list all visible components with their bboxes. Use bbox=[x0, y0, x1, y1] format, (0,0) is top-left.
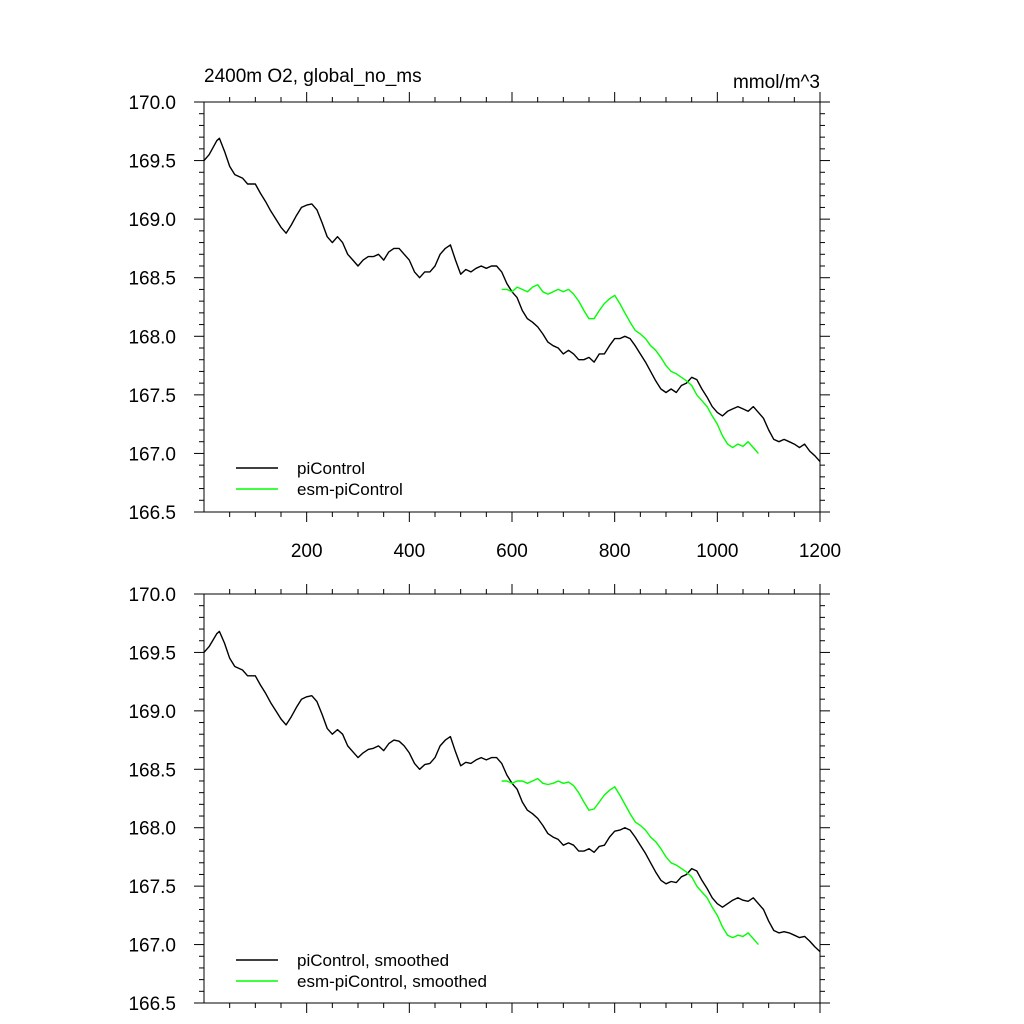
y-tick-label: 168.5 bbox=[128, 269, 176, 290]
x-tick-label: 1200 bbox=[799, 541, 841, 562]
bottom-panel: 166.5 167.0 167.5 168.0 168.5 169.0 169.5 170.0… bbox=[128, 584, 830, 1015]
plot-frame bbox=[203, 101, 821, 513]
y-tick-label: 169.0 bbox=[128, 210, 176, 231]
series-line-picontrol bbox=[203, 137, 821, 463]
y-tick-label: 167.5 bbox=[128, 877, 176, 898]
y-tick-label: 167.5 bbox=[128, 386, 176, 407]
y-tick-label: 169.5 bbox=[128, 152, 176, 173]
y-tick-label: 166.5 bbox=[128, 503, 176, 524]
x-tick-label: 800 bbox=[599, 541, 631, 562]
series-line-esm-picontrol-smoothed bbox=[501, 777, 759, 946]
x-tick-label: 600 bbox=[496, 541, 528, 562]
y-tick-label: 169.0 bbox=[128, 702, 176, 723]
top-panel: 166.5 167.0 167.5 168.0 168.5 169.0 169.5 170.0… bbox=[128, 92, 841, 562]
y-tick-label: 166.5 bbox=[128, 994, 176, 1015]
y-tick-label: 168.0 bbox=[128, 327, 176, 348]
legend-label: piControl, smoothed bbox=[297, 951, 449, 970]
x-tick-label: 200 bbox=[291, 541, 323, 562]
y-tick-label: 169.5 bbox=[128, 643, 176, 664]
legend-label: esm-piControl, smoothed bbox=[297, 972, 487, 991]
legend-label: esm-piControl bbox=[297, 480, 403, 499]
y-tick-label: 170.0 bbox=[128, 585, 176, 606]
units-label: mmol/m^3 bbox=[733, 72, 820, 93]
y-tick-label: 167.0 bbox=[128, 936, 176, 957]
legend-label: piControl bbox=[297, 459, 365, 478]
chart-title: 2400m O2, global_no_ms bbox=[204, 66, 422, 87]
y-tick-label: 170.0 bbox=[128, 93, 176, 114]
series-line-picontrol-smoothed bbox=[203, 630, 821, 953]
x-tick-label: 400 bbox=[393, 541, 425, 562]
series-line-esm-picontrol bbox=[501, 284, 759, 454]
plot-frame bbox=[203, 593, 821, 1004]
y-tick-label: 167.0 bbox=[128, 444, 176, 465]
x-tick-label: 1000 bbox=[696, 541, 738, 562]
y-tick-label: 168.0 bbox=[128, 819, 176, 840]
y-tick-label: 168.5 bbox=[128, 760, 176, 781]
